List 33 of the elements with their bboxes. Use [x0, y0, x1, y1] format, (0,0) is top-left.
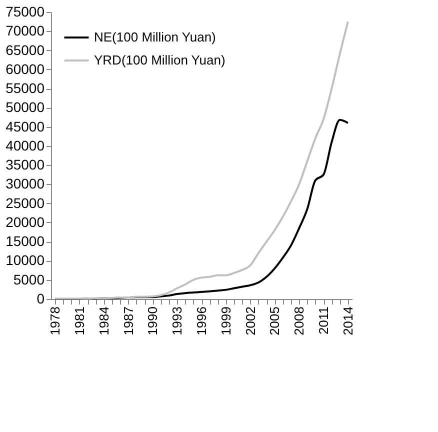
x-tick-label: 2011 [316, 306, 332, 334]
x-tick-label: 2014 [340, 306, 356, 336]
legend-label: YRD(100 Million Yuan) [94, 52, 226, 68]
x-tick-label: 2002 [242, 306, 258, 336]
x-tick-label: 1987 [120, 306, 136, 336]
y-tick-label: 70000 [6, 22, 45, 39]
x-tick-label: 1996 [194, 306, 209, 336]
legend-label: NE(100 Million Yuan) [94, 30, 216, 44]
y-tick-label: 30000 [6, 176, 45, 192]
y-tick-label: 75000 [6, 4, 45, 20]
y-tick-label: 35000 [6, 156, 45, 173]
x-tick-label: 1993 [170, 306, 185, 336]
y-tick-label: 60000 [6, 60, 45, 77]
line-series [54, 20, 349, 300]
x-tick-label: 1978 [48, 306, 63, 336]
x-tick-label: 2005 [267, 306, 282, 336]
x-tick-label: 1999 [218, 306, 234, 336]
y-tick-label: 10000 [6, 252, 45, 268]
y-tick-label: 20000 [6, 214, 45, 230]
y-tick-label: 50000 [6, 99, 45, 116]
x-tick-label: 1981 [72, 306, 87, 336]
y-tick-label: 0 [36, 290, 45, 306]
y-tick-label: 55000 [6, 80, 45, 96]
y-tick-label: 45000 [6, 118, 45, 134]
y-tick-label: 25000 [6, 194, 45, 211]
x-tick-label: 2008 [292, 306, 307, 336]
x-tick-label: 1990 [145, 306, 160, 336]
y-tick-label: 65000 [6, 42, 45, 58]
y-tick-label: 5000 [13, 271, 45, 288]
y-tick-label: 15000 [6, 233, 45, 250]
x-tick-label: 1984 [96, 306, 112, 336]
y-tick-label: 40000 [6, 137, 45, 154]
line-series [54, 118, 349, 300]
